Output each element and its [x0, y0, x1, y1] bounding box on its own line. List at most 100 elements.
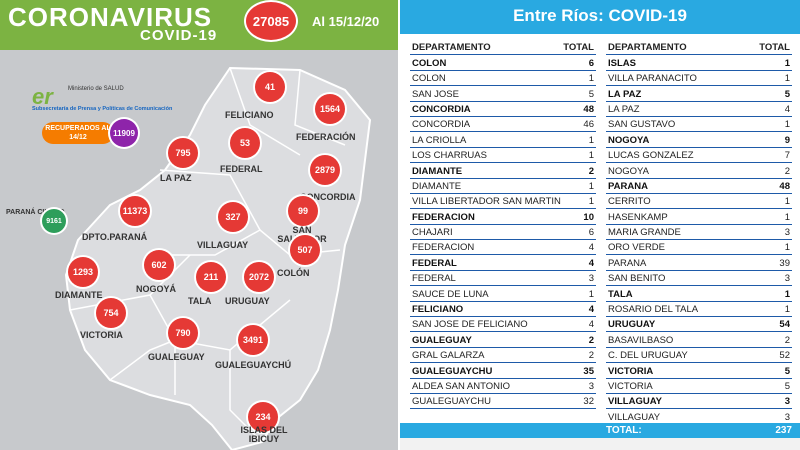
- row-value: 4: [784, 103, 790, 115]
- row-name: GUALEGUAY: [412, 334, 472, 346]
- row-name: TALA: [608, 288, 633, 300]
- locality-row: CONCORDIA 46: [410, 117, 596, 133]
- department-total-row: COLON 6: [410, 55, 596, 71]
- row-value: 1: [588, 134, 594, 146]
- locality-row: LUCAS GONZALEZ 7: [606, 148, 792, 164]
- cases-table-panel: Entre Ríos: COVID-19 DEPARTAMENTO TOTAL …: [400, 0, 800, 450]
- row-value: 2: [784, 334, 790, 346]
- row-name: ISLAS: [608, 57, 636, 69]
- row-name: NOGOYA: [608, 134, 650, 146]
- parana-city-label: PARANÁ CIUDAD: [6, 209, 65, 216]
- department-case-badge: 795: [168, 138, 198, 168]
- locality-row: MARIA GRANDE 3: [606, 225, 792, 241]
- row-name: FEDERACION: [412, 242, 475, 254]
- parana-city-badge: 9161: [42, 209, 66, 233]
- total-value: 237: [775, 425, 792, 436]
- row-value: 52: [779, 350, 790, 362]
- total-cases-badge: 27085: [246, 2, 296, 40]
- department-name-label: DPTO.PARANÁ: [82, 232, 148, 242]
- row-name: VILLA PARANACITO: [608, 73, 697, 85]
- department-case-badge: 790: [168, 318, 198, 348]
- department-case-badge: 327: [218, 202, 248, 232]
- row-value: 1: [784, 304, 790, 316]
- department-case-badge: 1564: [315, 94, 345, 124]
- department-case-badge: 2879: [310, 155, 340, 185]
- total-label: TOTAL:: [606, 425, 642, 436]
- department-case-badge: 211: [196, 262, 226, 292]
- locality-row: VICTORIA 5: [606, 379, 792, 394]
- department-total-row: URUGUAY 54: [606, 317, 792, 333]
- row-name: FELICIANO: [412, 304, 464, 316]
- department-case-badge: 99: [288, 196, 318, 226]
- er-logo-mark: er: [32, 84, 53, 109]
- table-column-left: DEPARTAMENTO TOTAL COLON 6 COLON 1 SAN JOSE 5…: [410, 40, 596, 410]
- row-name: COLON: [412, 57, 447, 69]
- department-total-row: VICTORIA 5: [606, 363, 792, 379]
- department-total-row: NOGOYA 9: [606, 132, 792, 148]
- department-case-badge: 507: [290, 235, 320, 265]
- row-name: DIAMANTE: [412, 180, 462, 192]
- department-case-badge: 754: [96, 298, 126, 328]
- row-name: LA PAZ: [608, 88, 642, 100]
- department-name-label: FELICIANO: [225, 110, 274, 120]
- row-name: FEDERAL: [412, 273, 456, 285]
- locality-row: FEDERACION 4: [410, 240, 596, 256]
- total-header: TOTAL: [563, 42, 594, 54]
- table-header-row: DEPARTAMENTO TOTAL: [410, 40, 596, 56]
- row-name: LA PAZ: [608, 103, 640, 115]
- secretary-name: Subsecretaría de Prensa y Políticas de C…: [32, 106, 173, 112]
- row-name: PARANA: [608, 180, 648, 192]
- row-name: GUALEGUAYCHU: [412, 396, 492, 408]
- table-title: Entre Ríos: COVID-19: [400, 0, 800, 34]
- row-name: SAN GUSTAVO: [608, 119, 676, 131]
- row-name: COLON: [412, 73, 446, 85]
- department-name-label: FEDERACIÓN: [296, 132, 356, 142]
- row-value: 4: [588, 304, 594, 316]
- footer-strip: [400, 438, 800, 450]
- row-name: VILLAGUAY: [608, 396, 663, 408]
- row-value: 1: [784, 196, 790, 208]
- department-name-label: CONCORDIA: [300, 192, 356, 202]
- table-column-right: DEPARTAMENTO TOTAL ISLAS 1 VILLA PARANACIT…: [606, 40, 792, 425]
- row-value: 2: [588, 334, 594, 346]
- row-value: 5: [588, 88, 594, 100]
- department-header: DEPARTAMENTO: [412, 42, 491, 54]
- row-name: C. DEL URUGUAY: [608, 350, 688, 362]
- row-name: CONCORDIA: [412, 119, 471, 131]
- row-value: 1: [784, 288, 790, 300]
- locality-row: VILLA LIBERTADOR SAN MARTIN 1: [410, 194, 596, 210]
- row-value: 3: [784, 411, 790, 423]
- row-value: 1: [784, 211, 790, 223]
- row-value: 4: [588, 319, 594, 331]
- row-value: 4: [588, 242, 594, 254]
- department-total-row: DIAMANTE 2: [410, 163, 596, 179]
- row-value: 32: [583, 396, 594, 408]
- locality-row: SAUCE DE LUNA 1: [410, 286, 596, 302]
- row-name: NOGOYA: [608, 165, 649, 177]
- department-name-label: VICTORIA: [80, 330, 123, 340]
- main-subtitle: COVID-19: [140, 27, 218, 44]
- department-case-badge: 2072: [244, 262, 274, 292]
- row-value: 3: [588, 273, 594, 285]
- row-value: 1: [784, 57, 790, 69]
- row-name: ALDEA SAN ANTONIO: [412, 380, 511, 392]
- row-value: 5: [784, 380, 790, 392]
- locality-row: FEDERAL 3: [410, 271, 596, 287]
- locality-row: GUALEGUAYCHU 32: [410, 394, 596, 410]
- department-case-badge: 3491: [238, 325, 268, 355]
- locality-row: C. DEL URUGUAY 52: [606, 348, 792, 364]
- row-name: CERRITO: [608, 196, 651, 208]
- row-value: 6: [588, 57, 594, 69]
- row-name: CONCORDIA: [412, 103, 471, 115]
- department-name-label: NOGOYÁ: [136, 284, 177, 294]
- row-value: 1: [588, 288, 594, 300]
- recovered-label: RECUPERADOS AL 14/12: [42, 122, 114, 144]
- table-header-row: DEPARTAMENTO TOTAL: [606, 40, 792, 56]
- row-name: SAN JOSE DE FELICIANO: [412, 319, 528, 331]
- department-total-row: FEDERACION 10: [410, 209, 596, 225]
- department-total-row: VILLAGUAY 3: [606, 394, 792, 410]
- department-total-row: CONCORDIA 48: [410, 102, 596, 117]
- locality-row: SAN BENITO 3: [606, 271, 792, 287]
- row-name: PARANA: [608, 257, 647, 269]
- row-value: 3: [784, 273, 790, 285]
